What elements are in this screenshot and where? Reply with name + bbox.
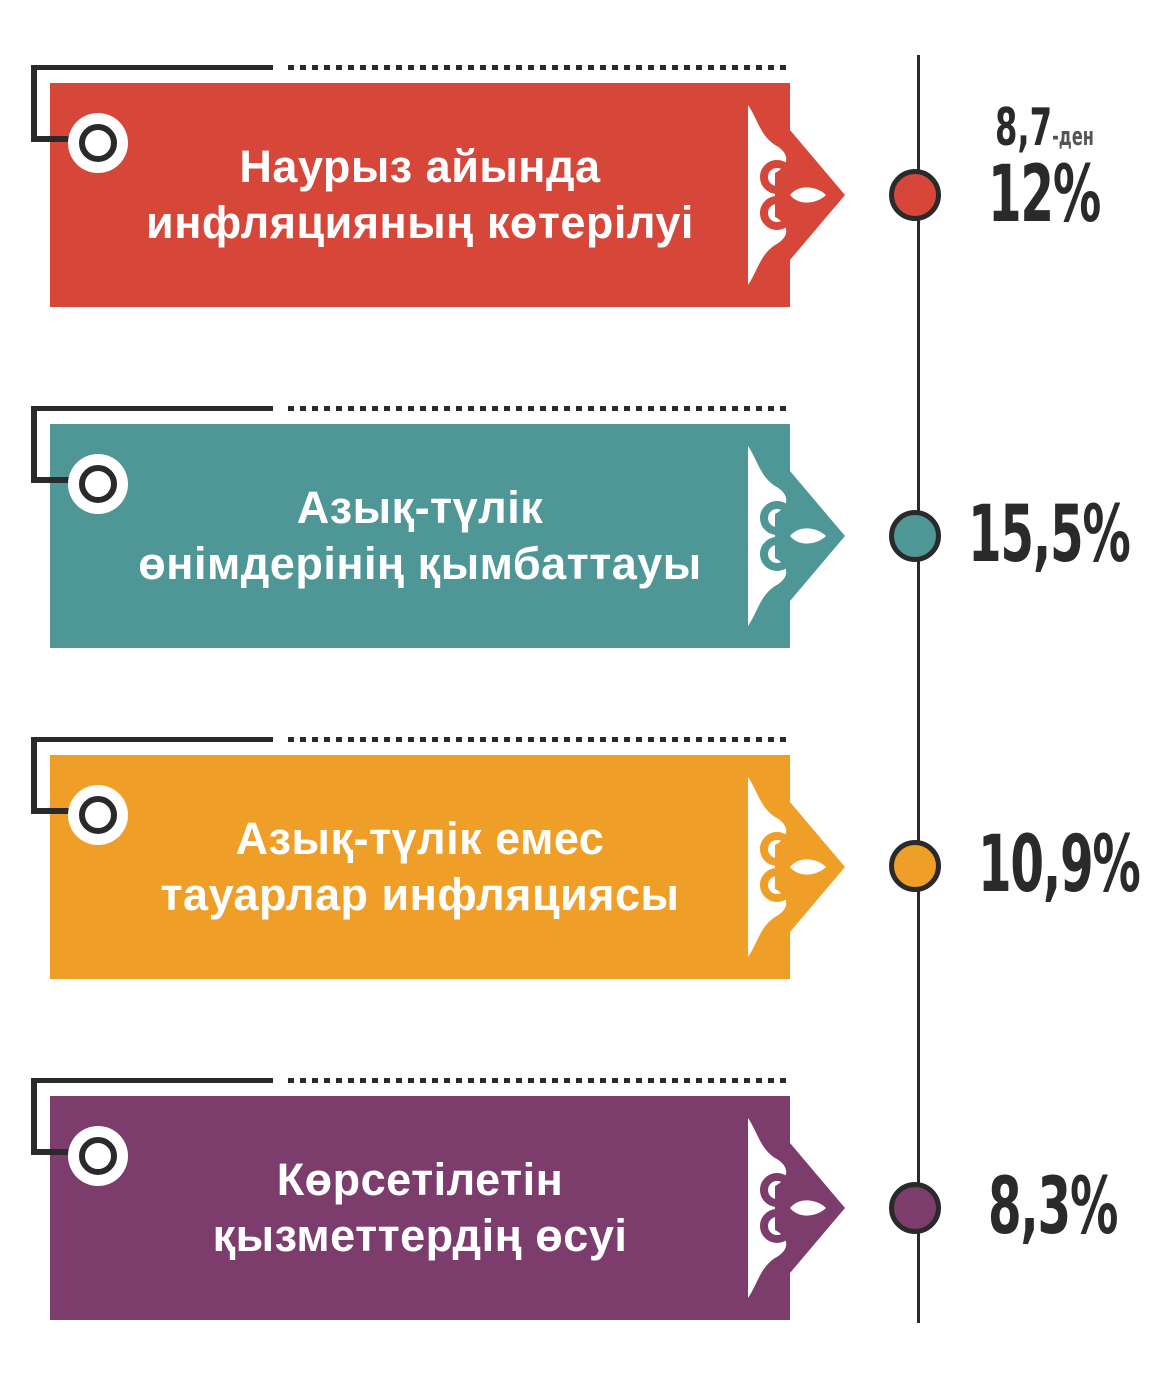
label-line-2: қызметтердің өсуі	[212, 1210, 628, 1261]
ornament-swirl	[760, 537, 794, 571]
ornament-band	[748, 105, 787, 285]
connector-circle	[79, 465, 117, 503]
ornament-swirl	[760, 196, 794, 230]
timeline-dot	[889, 1182, 941, 1234]
label-line-1: Наурыз айында	[239, 141, 601, 192]
ornament-swirl	[760, 501, 794, 535]
card-shape	[31, 406, 845, 648]
ornament-swirl	[760, 1173, 794, 1207]
previous-value: 8,7-ден	[995, 98, 1094, 158]
card-march-inflation: Наурыз айында инфляцияның көтерілуі	[0, 65, 880, 325]
ornament-swirl	[760, 1209, 794, 1243]
connector-circle	[79, 124, 117, 162]
ornament-swirl	[760, 160, 794, 194]
card-background	[50, 83, 845, 307]
label-line-1: Азық-түлік емес	[235, 813, 605, 864]
timeline-line	[917, 55, 920, 1323]
previous-number: 8,7	[995, 98, 1053, 158]
value-march-inflation: 12%	[988, 150, 1101, 240]
ornament-band	[748, 777, 787, 957]
card-background	[50, 755, 845, 979]
ornament-band	[748, 446, 787, 626]
bracket-line	[31, 1078, 273, 1155]
card-background	[50, 424, 845, 648]
bracket-line	[31, 737, 273, 814]
card-label: Наурыз айында инфляцияның көтерілуі	[90, 83, 750, 307]
bracket-line	[31, 406, 273, 483]
timeline-dot	[889, 510, 941, 562]
ornament-band	[748, 1118, 787, 1298]
card-shape	[31, 1078, 845, 1320]
label-line-2: өнімдерінің қымбаттауы	[138, 538, 702, 589]
ornament-swirl	[760, 868, 794, 902]
card-food-prices: Азық-түлік өнімдерінің қымбаттауы	[0, 406, 880, 666]
timeline-dot	[889, 840, 941, 892]
label-line-1: Азық-түлік	[296, 482, 544, 533]
value-nonfood-inflation: 10,9%	[978, 820, 1141, 910]
card-label: Азық-түлік емес тауарлар инфляциясы	[90, 755, 750, 979]
ornament-leaf	[790, 528, 826, 544]
label-line-2: инфляцияның көтерілуі	[146, 197, 694, 248]
bracket-line	[31, 65, 273, 142]
card-shape	[31, 65, 845, 307]
previous-suffix: -ден	[1052, 122, 1094, 152]
card-nonfood-inflation: Азық-түлік емес тауарлар инфляциясы	[0, 737, 880, 997]
timeline-dot	[889, 169, 941, 221]
connector-circle	[79, 796, 117, 834]
ornament-leaf	[790, 187, 826, 203]
ornament-leaf	[790, 859, 826, 875]
value-food-prices: 15,5%	[968, 490, 1131, 580]
card-shape	[31, 737, 845, 979]
value-services-growth: 8,3%	[988, 1162, 1118, 1252]
label-line-1: Көрсетілетін	[276, 1154, 564, 1205]
connector-circle	[79, 1137, 117, 1175]
card-label: Азық-түлік өнімдерінің қымбаттауы	[90, 424, 750, 648]
card-label: Көрсетілетін қызметтердің өсуі	[90, 1096, 750, 1320]
ornament-leaf	[790, 1200, 826, 1216]
label-line-2: тауарлар инфляциясы	[160, 869, 680, 920]
card-services-growth: Көрсетілетін қызметтердің өсуі	[0, 1078, 880, 1338]
ornament-swirl	[760, 832, 794, 866]
card-background	[50, 1096, 845, 1320]
